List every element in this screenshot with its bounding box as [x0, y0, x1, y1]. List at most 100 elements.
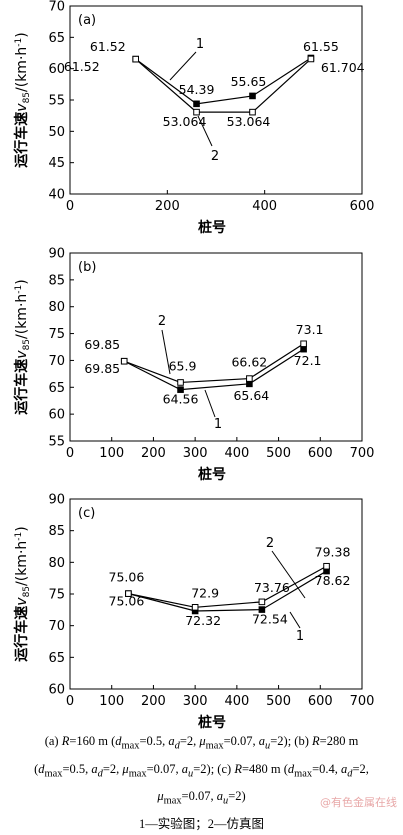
series-2-point	[246, 375, 253, 382]
data-label: 73.1	[296, 322, 324, 337]
data-label: 75.06	[109, 594, 145, 609]
series-2-point	[300, 340, 307, 348]
series-1-line	[123, 348, 304, 391]
data-label: 79.38	[315, 544, 351, 559]
x-tick-label: 0	[66, 446, 74, 461]
series-label-leader	[271, 550, 306, 599]
data-label: 54.39	[179, 82, 215, 97]
figure-caption: (a) R=160 m (dmax=0.5, ad=2, μmax=0.07, …	[0, 730, 403, 835]
series-number-label: 2	[211, 149, 219, 164]
x-tick-label: 200	[141, 446, 166, 461]
y-tick-label: 65	[48, 651, 65, 666]
data-label: 72.1	[294, 353, 322, 368]
series-label-leader	[169, 51, 197, 81]
data-label: 73.76	[254, 580, 290, 595]
series-1-point	[300, 345, 307, 353]
x-tick-label: 300	[183, 694, 208, 709]
series-2-point	[125, 590, 132, 597]
series-number-label: 1	[196, 37, 204, 52]
series-label-leader	[204, 389, 216, 418]
caption-line-3: μmax=0.07, au=2)	[157, 789, 246, 807]
series-label-leader	[289, 611, 301, 629]
data-label: 72.32	[185, 613, 221, 628]
y-tick-label: 90	[48, 493, 65, 508]
x-tick-label: 200	[155, 199, 180, 214]
data-label: 72.9	[191, 585, 219, 600]
y-axis-label: 运行车速v85/(km·h-1)	[13, 32, 32, 167]
x-tick-label: 200	[141, 694, 166, 709]
panel-label: (b)	[78, 260, 96, 275]
series-2-line	[128, 565, 327, 608]
x-tick-label: 500	[266, 694, 291, 709]
series-number-label: 2	[158, 314, 166, 329]
series-2-point	[249, 108, 256, 116]
y-tick-label: 60	[48, 683, 65, 698]
chart-panel-c: 60 65 70 75 80 85 90 0 100 200 300 400 500 600 700 (c) 桩…	[13, 493, 374, 732]
x-tick-label: 100	[99, 446, 124, 461]
y-tick-label: 85	[48, 273, 65, 288]
series-2-point	[193, 108, 200, 116]
x-tick-label: 500	[266, 446, 291, 461]
y-tick-label: 50	[48, 125, 65, 140]
x-tick-label: 400	[252, 199, 277, 214]
data-label: 75.06	[109, 570, 145, 585]
chart-panel-a: 40 45 50 55 60 65 70 0 200 400 600 (a) 桩号 运行车速v85/(km…	[13, 0, 374, 236]
y-tick-label: 80	[48, 300, 65, 315]
x-tick-label: 600	[308, 694, 333, 709]
y-tick-label: 70	[48, 619, 65, 634]
data-label: 72.54	[252, 612, 288, 627]
panel-label: (c)	[78, 506, 95, 521]
series-1-point	[193, 100, 200, 108]
y-tick-label: 65	[48, 381, 65, 396]
chart-panel-b: 55 60 65 70 75 80 85 90 0 100 200 300 400 500 600 700 (b…	[13, 247, 374, 484]
series-1-point	[246, 380, 253, 388]
series-1-point	[249, 92, 256, 100]
y-tick-label: 60	[48, 62, 65, 77]
x-tick-label: 400	[224, 446, 249, 461]
y-tick-label: 45	[48, 156, 65, 171]
series-2-line	[135, 58, 312, 113]
y-tick-label: 85	[48, 524, 65, 539]
data-label: 66.62	[231, 355, 267, 370]
series-2-point	[177, 379, 184, 386]
data-label: 61.55	[303, 39, 339, 54]
series-1-point	[258, 606, 266, 613]
data-label: 61.52	[64, 59, 100, 74]
x-tick-label: 400	[224, 694, 249, 709]
y-tick-label: 70	[48, 354, 65, 369]
y-tick-label: 60	[48, 408, 65, 423]
series-1-line	[135, 57, 312, 105]
data-label: 69.85	[84, 337, 120, 352]
series-1-point	[177, 386, 184, 393]
y-axis-label: 运行车速v85/(km·h-1)	[13, 279, 32, 414]
data-label: 69.85	[84, 361, 120, 376]
x-axis-label: 桩号	[198, 219, 226, 236]
x-tick-label: 700	[350, 446, 375, 461]
series-2-point	[258, 598, 266, 606]
x-axis-label: 桩号	[198, 466, 226, 483]
series-label-leader	[161, 329, 171, 375]
data-label: 55.65	[231, 74, 267, 89]
y-tick-label: 75	[48, 588, 65, 603]
series-number-label: 1	[214, 417, 222, 432]
panel-label: (a)	[78, 13, 96, 28]
y-tick-label: 75	[48, 327, 65, 342]
series-2-point	[191, 604, 199, 611]
y-tick-label: 55	[48, 94, 65, 109]
series-number-label: 1	[296, 629, 304, 644]
watermark: @有色金属在线	[320, 796, 397, 809]
x-tick-label: 300	[183, 446, 208, 461]
series-number-label: 2	[266, 536, 274, 551]
plot-frame	[69, 5, 363, 195]
x-axis-label: 桩号	[198, 714, 226, 731]
y-tick-label: 90	[48, 247, 65, 262]
data-label: 65.9	[169, 358, 197, 373]
x-tick-label: 600	[350, 199, 375, 214]
y-tick-label: 40	[48, 188, 65, 203]
series-2-point	[307, 55, 315, 63]
x-tick-label: 100	[99, 694, 124, 709]
x-tick-label: 600	[308, 446, 333, 461]
caption-line-1: (a) R=160 m (dmax=0.5, ad=2, μmax=0.07, …	[44, 734, 359, 752]
data-label: 78.62	[315, 573, 351, 588]
